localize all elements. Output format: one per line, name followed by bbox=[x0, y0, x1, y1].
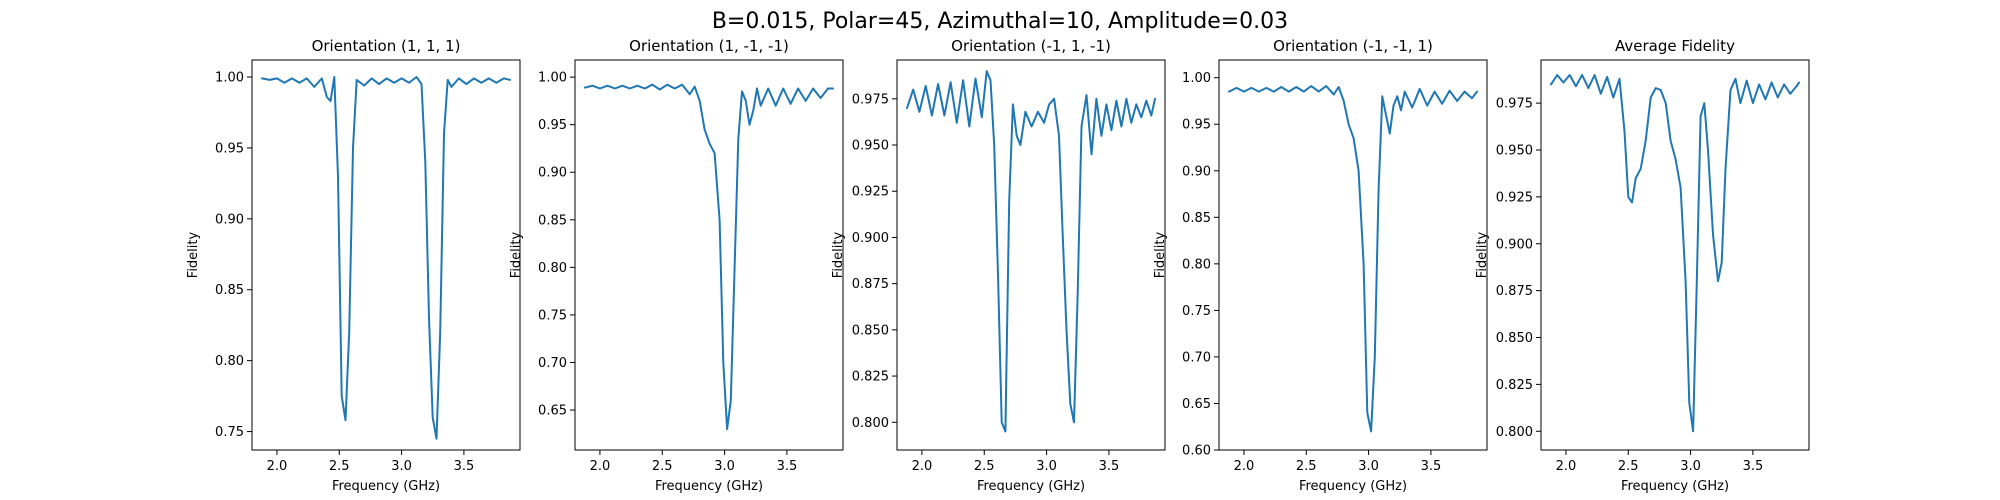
series-line bbox=[261, 76, 511, 440]
x-tick-label: 2.0 bbox=[912, 459, 933, 474]
y-tick-label: 0.65 bbox=[538, 404, 567, 419]
y-axis-label: Fidelity bbox=[186, 231, 201, 278]
subplot-4: Orientation (-1, -1, 1) 2.0 2.5 3.0 3.5 0.60 0… bbox=[1153, 37, 1488, 494]
y-tick-label: 0.75 bbox=[538, 308, 567, 323]
subplot-2: Orientation (1, -1, -1) 2.0 2.5 3.0 3.5 0.65 0… bbox=[509, 37, 844, 494]
y-tick-label: 0.950 bbox=[1496, 144, 1533, 159]
subplot-title: Orientation (-1, -1, 1) bbox=[1273, 37, 1433, 55]
subplot-title: Orientation (-1, 1, -1) bbox=[951, 37, 1111, 55]
x-tick-label: 3.0 bbox=[391, 459, 412, 474]
y-tick-label: 0.800 bbox=[1496, 425, 1533, 440]
x-axis-label: Frequency (GHz) bbox=[332, 479, 440, 494]
series-line bbox=[1550, 74, 1800, 433]
y-tick-label: 0.875 bbox=[852, 277, 889, 292]
y-tick-label: 0.65 bbox=[1182, 397, 1211, 412]
series-line bbox=[584, 83, 834, 431]
y-tick-label: 0.975 bbox=[1496, 97, 1533, 112]
x-tick-label: 2.0 bbox=[1556, 459, 1577, 474]
series-line bbox=[1228, 85, 1478, 433]
y-tick-label: 0.925 bbox=[1496, 190, 1533, 205]
y-tick-label: 1.00 bbox=[215, 71, 244, 86]
y-tick-label: 0.975 bbox=[852, 92, 889, 107]
x-tick-label: 2.5 bbox=[1296, 459, 1317, 474]
x-tick-label: 3.0 bbox=[714, 459, 735, 474]
y-tick-label: 0.925 bbox=[852, 185, 889, 200]
axes-frame bbox=[574, 59, 844, 451]
x-tick-label: 3.0 bbox=[1036, 459, 1057, 474]
y-tick-label: 0.825 bbox=[852, 370, 889, 385]
y-axis-label: Fidelity bbox=[1153, 231, 1168, 278]
y-tick-label: 0.95 bbox=[215, 141, 244, 156]
axes-frame bbox=[1218, 59, 1488, 451]
x-tick-label: 2.0 bbox=[1234, 459, 1255, 474]
y-tick-label: 0.90 bbox=[1182, 164, 1211, 179]
subplot-title: Orientation (1, -1, -1) bbox=[629, 37, 789, 55]
subplot-3: Orientation (-1, 1, -1) 2.0 2.5 3.0 3.5 0.800… bbox=[831, 37, 1166, 494]
y-tick-label: 0.825 bbox=[1496, 378, 1533, 393]
x-tick-label: 2.0 bbox=[267, 459, 288, 474]
subplot-title: Average Fidelity bbox=[1615, 37, 1735, 55]
x-tick-label: 3.5 bbox=[1099, 459, 1120, 474]
y-tick-label: 0.80 bbox=[538, 261, 567, 276]
x-tick-label: 3.0 bbox=[1680, 459, 1701, 474]
y-tick-label: 0.75 bbox=[215, 425, 244, 440]
y-axis-label: Fidelity bbox=[1475, 231, 1490, 278]
y-tick-label: 0.60 bbox=[1182, 444, 1211, 459]
x-axis-label: Frequency (GHz) bbox=[655, 479, 763, 494]
x-tick-label: 2.5 bbox=[1618, 459, 1639, 474]
y-tick-label: 0.900 bbox=[1496, 237, 1533, 252]
y-tick-label: 0.85 bbox=[1182, 211, 1211, 226]
axes-frame bbox=[1540, 59, 1810, 451]
y-tick-label: 0.900 bbox=[852, 231, 889, 246]
x-tick-label: 3.0 bbox=[1358, 459, 1379, 474]
subplots: Orientation (1, 1, 1) 2.0 2.5 3.0 3.5 0.75 0.8… bbox=[186, 37, 1810, 494]
x-tick-label: 2.5 bbox=[652, 459, 673, 474]
y-tick-label: 1.00 bbox=[538, 71, 567, 86]
y-tick-label: 1.00 bbox=[1182, 71, 1211, 86]
y-tick-label: 0.800 bbox=[852, 416, 889, 431]
x-axis-label: Frequency (GHz) bbox=[977, 479, 1085, 494]
y-tick-label: 0.875 bbox=[1496, 284, 1533, 299]
y-tick-label: 0.85 bbox=[215, 283, 244, 298]
y-axis-label: Fidelity bbox=[509, 231, 524, 278]
y-tick-label: 0.70 bbox=[538, 356, 567, 371]
y-axis-label: Fidelity bbox=[831, 231, 846, 278]
series-line bbox=[906, 70, 1156, 433]
y-tick-label: 0.850 bbox=[852, 323, 889, 338]
y-tick-label: 0.85 bbox=[538, 213, 567, 228]
y-tick-label: 0.80 bbox=[1182, 257, 1211, 272]
y-tick-label: 0.95 bbox=[538, 118, 567, 133]
y-tick-label: 0.95 bbox=[1182, 118, 1211, 133]
y-tick-label: 0.950 bbox=[852, 139, 889, 154]
y-tick-label: 0.850 bbox=[1496, 331, 1533, 346]
x-tick-label: 3.5 bbox=[1421, 459, 1442, 474]
x-tick-label: 2.5 bbox=[974, 459, 995, 474]
x-tick-label: 2.5 bbox=[329, 459, 350, 474]
figure-title: B=0.015, Polar=45, Azimuthal=10, Amplitu… bbox=[712, 9, 1288, 34]
x-axis-label: Frequency (GHz) bbox=[1621, 479, 1729, 494]
subplot-title: Orientation (1, 1, 1) bbox=[312, 37, 461, 55]
x-axis-label: Frequency (GHz) bbox=[1299, 479, 1407, 494]
subplot-1: Orientation (1, 1, 1) 2.0 2.5 3.0 3.5 0.75 0.8… bbox=[186, 37, 521, 494]
y-tick-label: 0.75 bbox=[1182, 304, 1211, 319]
y-tick-label: 0.90 bbox=[538, 166, 567, 181]
x-tick-label: 2.0 bbox=[590, 459, 611, 474]
y-tick-label: 0.70 bbox=[1182, 350, 1211, 365]
axes-frame bbox=[896, 59, 1166, 451]
x-tick-label: 3.5 bbox=[777, 459, 798, 474]
subplot-5: Average Fidelity 2.0 2.5 3.0 3.5 0.800 0.825 0.… bbox=[1475, 37, 1810, 494]
x-tick-label: 3.5 bbox=[454, 459, 475, 474]
y-tick-label: 0.80 bbox=[215, 354, 244, 369]
x-tick-label: 3.5 bbox=[1743, 459, 1764, 474]
axes-frame bbox=[251, 59, 521, 451]
y-tick-label: 0.90 bbox=[215, 212, 244, 227]
